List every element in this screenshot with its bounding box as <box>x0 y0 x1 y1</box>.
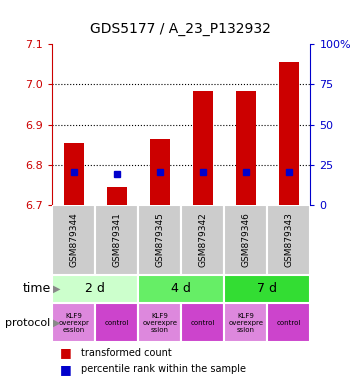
Text: percentile rank within the sample: percentile rank within the sample <box>81 364 246 374</box>
Text: transformed count: transformed count <box>81 348 172 358</box>
Bar <box>95 205 138 275</box>
Text: GSM879341: GSM879341 <box>112 213 121 267</box>
Text: KLF9
overexpre
ssion: KLF9 overexpre ssion <box>229 313 264 333</box>
Text: 7 d: 7 d <box>257 283 278 295</box>
Bar <box>268 205 310 275</box>
Bar <box>150 139 170 205</box>
Bar <box>107 187 127 205</box>
Text: ▶: ▶ <box>53 284 61 294</box>
Text: 4 d: 4 d <box>171 283 191 295</box>
Text: GSM879343: GSM879343 <box>284 213 293 267</box>
Bar <box>52 303 95 342</box>
Bar <box>181 205 225 275</box>
Bar <box>138 303 181 342</box>
Text: GSM879344: GSM879344 <box>69 213 78 267</box>
Bar <box>236 91 256 205</box>
Text: control: control <box>277 319 301 326</box>
Bar <box>64 143 83 205</box>
Bar <box>52 275 138 303</box>
Text: 2 d: 2 d <box>86 283 105 295</box>
Text: ■: ■ <box>60 346 71 359</box>
Bar <box>225 205 268 275</box>
Bar <box>138 205 181 275</box>
Bar <box>181 303 225 342</box>
Text: KLF9
overexpre
ssion: KLF9 overexpre ssion <box>142 313 177 333</box>
Bar <box>279 62 299 205</box>
Bar <box>193 91 213 205</box>
Text: GSM879345: GSM879345 <box>155 213 164 267</box>
Text: control: control <box>191 319 215 326</box>
Text: GDS5177 / A_23_P132932: GDS5177 / A_23_P132932 <box>90 23 271 36</box>
Text: time: time <box>22 283 51 295</box>
Bar <box>138 275 225 303</box>
Bar <box>225 303 268 342</box>
Bar <box>52 205 95 275</box>
Bar <box>95 303 138 342</box>
Bar <box>268 303 310 342</box>
Text: GSM879346: GSM879346 <box>242 213 251 267</box>
Text: KLF9
overexpr
ession: KLF9 overexpr ession <box>58 313 89 333</box>
Text: GSM879342: GSM879342 <box>199 213 208 267</box>
Bar <box>225 275 310 303</box>
Text: protocol: protocol <box>5 318 51 328</box>
Text: control: control <box>105 319 129 326</box>
Text: ■: ■ <box>60 363 71 376</box>
Text: ▶: ▶ <box>53 318 61 328</box>
